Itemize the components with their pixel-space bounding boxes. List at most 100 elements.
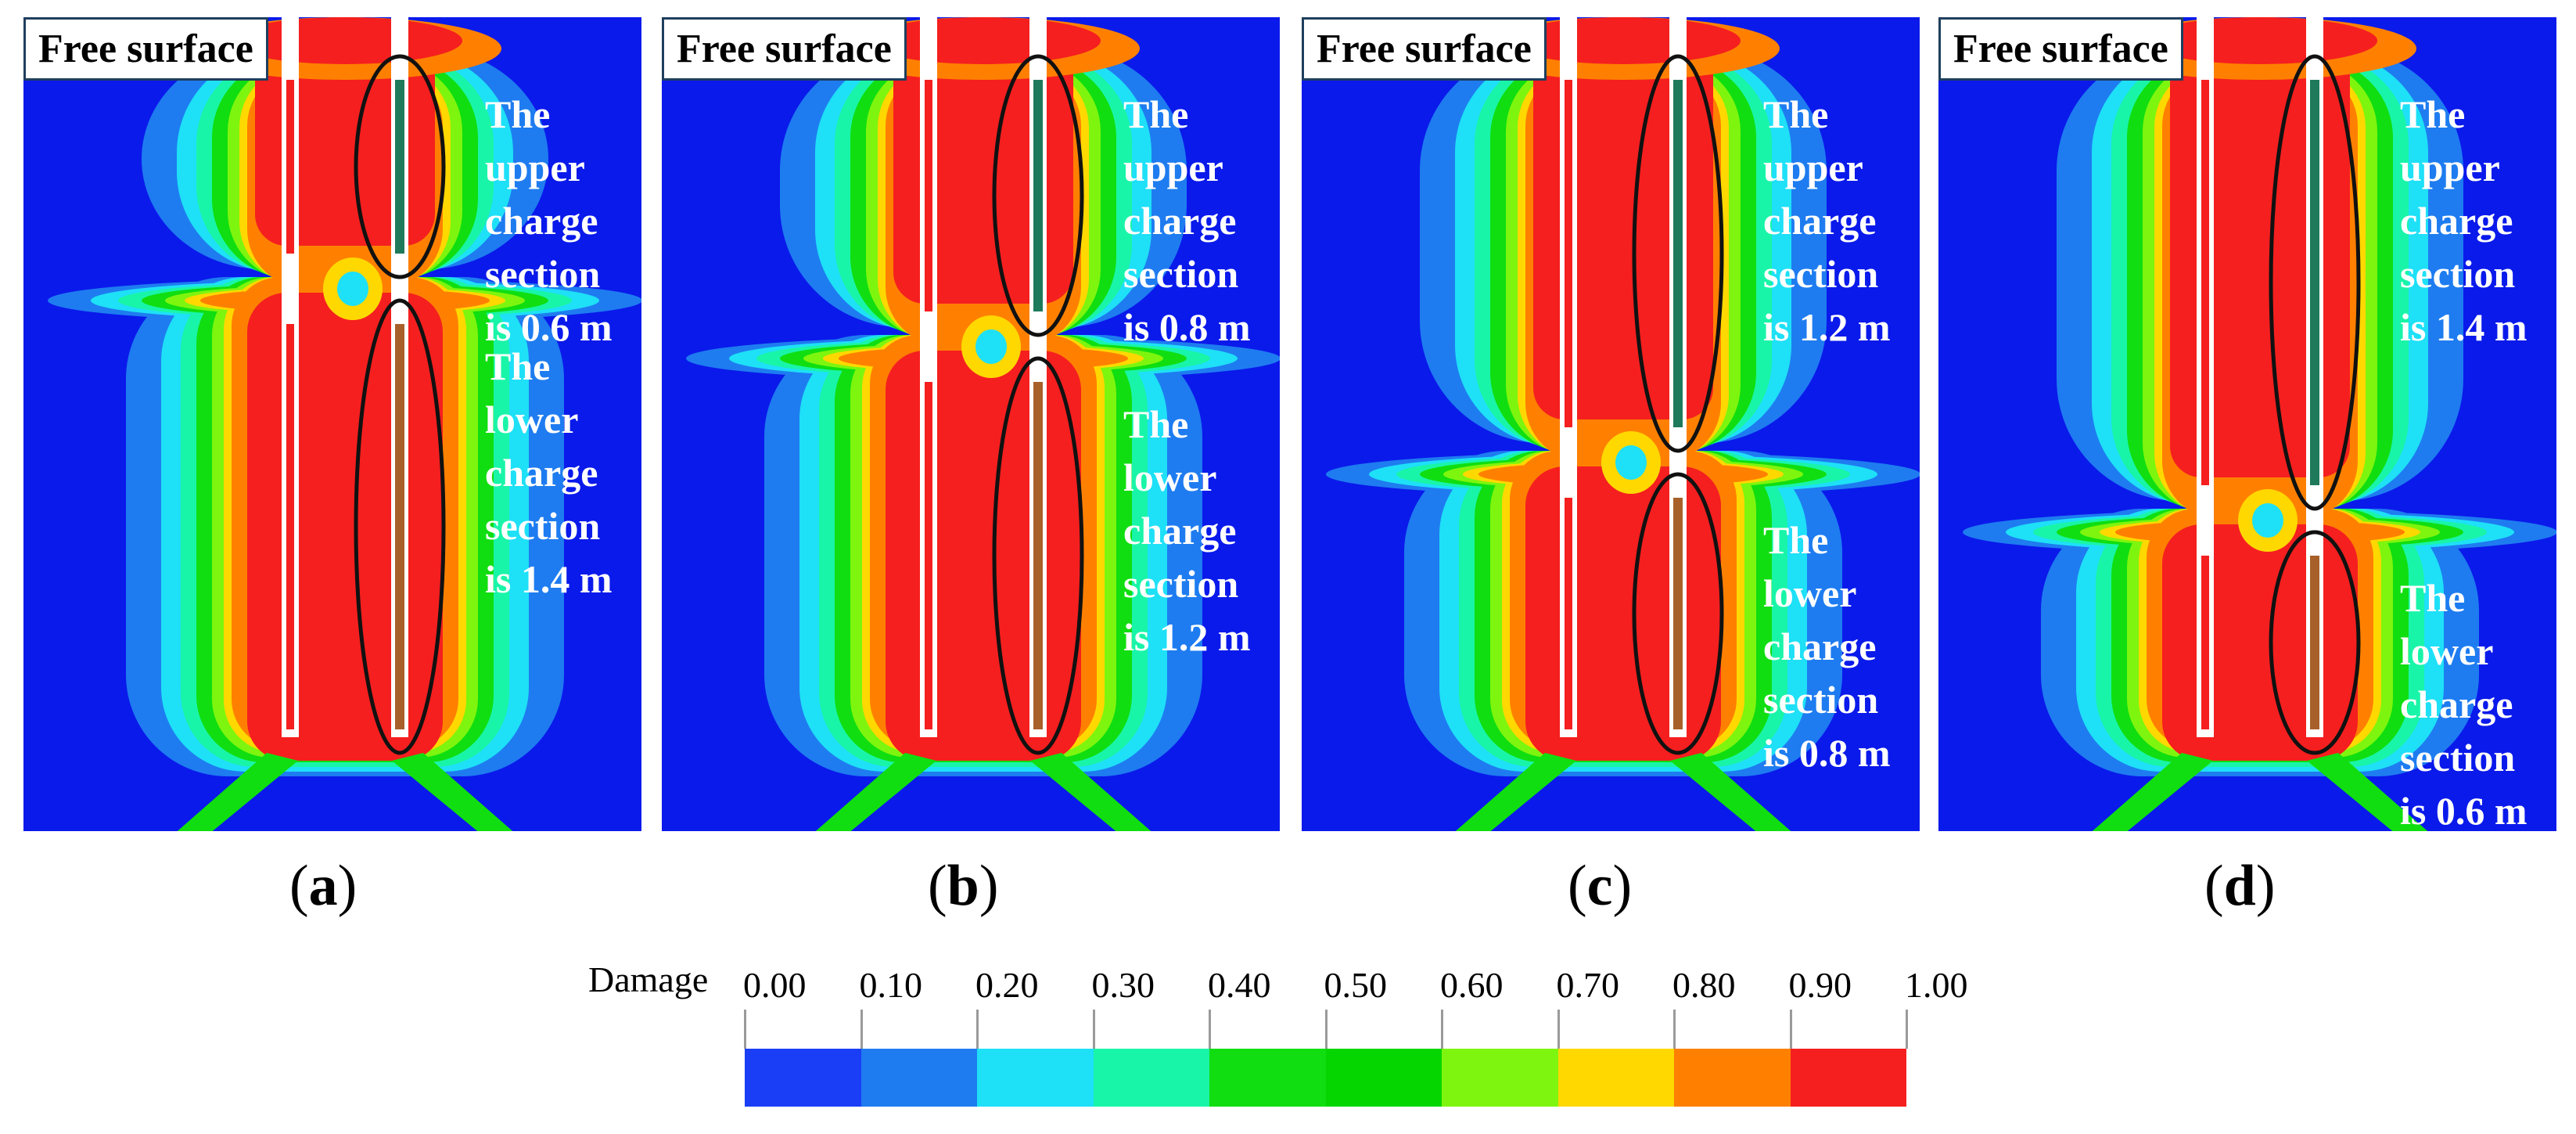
annotation-line: charge bbox=[1123, 509, 1237, 553]
annotation-line: The bbox=[1123, 402, 1189, 446]
legend-tick-label: 0.90 bbox=[1788, 965, 1852, 1005]
annotation-line: charge bbox=[1763, 625, 1877, 668]
annotation-line: The bbox=[1763, 92, 1829, 136]
legend-tick-label: 0.70 bbox=[1556, 965, 1620, 1005]
legend-swatch bbox=[1674, 1049, 1791, 1107]
annotation-line: section bbox=[485, 252, 601, 296]
annotation-line: section bbox=[1763, 252, 1879, 296]
lower-charge-annotation: The lower charge section is 1.4 m bbox=[485, 340, 613, 606]
legend-tick-mark bbox=[1789, 1010, 1792, 1049]
annotation-line: upper bbox=[485, 146, 585, 189]
borehole-left bbox=[2197, 17, 2214, 737]
annotation-line: section bbox=[1123, 252, 1239, 296]
damage-contour bbox=[662, 17, 1280, 831]
legend-swatch bbox=[977, 1049, 1094, 1107]
free-surface-label: Free surface bbox=[23, 17, 268, 81]
upper-charge-annotation: The upper charge section is 1.2 m bbox=[1763, 88, 1891, 354]
legend-tick-label: 0.30 bbox=[1091, 965, 1155, 1005]
annotation-line: charge bbox=[1763, 199, 1877, 243]
borehole-right bbox=[1669, 17, 1687, 737]
upper-charge-ellipse bbox=[1632, 54, 1724, 453]
legend-swatch bbox=[1325, 1049, 1442, 1107]
annotation-line: charge bbox=[485, 199, 598, 243]
legend-swatch bbox=[1442, 1049, 1558, 1107]
borehole-left bbox=[920, 17, 937, 737]
annotation-line: is 0.8 m bbox=[1123, 305, 1251, 349]
lower-charge-ellipse bbox=[2269, 530, 2361, 755]
upper-charge bbox=[1673, 80, 1683, 427]
panel-caption: (c) bbox=[1568, 854, 1633, 918]
annotation-line: The bbox=[1123, 92, 1189, 136]
legend-tick-mark bbox=[1324, 1010, 1328, 1049]
legend-swatch bbox=[1557, 1049, 1674, 1107]
legend-title: Damage bbox=[588, 959, 709, 999]
borehole-right bbox=[2306, 17, 2323, 737]
annotation-line: The bbox=[1763, 518, 1829, 562]
panel-a: Free surface The upper charge section is 0.6 … bbox=[23, 17, 641, 831]
annotation-line: is 0.6 m bbox=[485, 305, 613, 349]
annotation-line: lower bbox=[485, 398, 579, 441]
annotation-line: The bbox=[2400, 576, 2466, 620]
free-surface-label: Free surface bbox=[1938, 17, 2183, 81]
lower-charge bbox=[1033, 382, 1043, 729]
annotation-line: is 1.2 m bbox=[1763, 305, 1891, 349]
upper-charge-ellipse bbox=[354, 54, 446, 279]
annotation-line: upper bbox=[2400, 146, 2500, 189]
lower-charge bbox=[2310, 556, 2319, 729]
annotation-line: charge bbox=[2400, 682, 2513, 726]
lower-charge-ellipse bbox=[354, 298, 446, 755]
legend-tick-mark bbox=[1906, 1010, 1908, 1049]
legend-tick-mark bbox=[1209, 1010, 1211, 1049]
legend-tick-mark bbox=[744, 1010, 746, 1049]
annotation-line: section bbox=[2400, 736, 2516, 779]
damage-tails bbox=[1455, 753, 1791, 831]
borehole-right bbox=[1029, 17, 1047, 737]
legend-tick-label: 0.80 bbox=[1672, 965, 1736, 1005]
borehole-left bbox=[1560, 17, 1577, 737]
free-surface-label: Free surface bbox=[1302, 17, 1547, 81]
legend-tick-mark bbox=[860, 1010, 863, 1049]
legend-tick-mark bbox=[1092, 1010, 1095, 1049]
upper-charge bbox=[2310, 80, 2319, 485]
upper-charge-ellipse bbox=[992, 54, 1084, 337]
legend-swatch bbox=[745, 1049, 861, 1107]
panel-caption: (d) bbox=[2204, 854, 2276, 918]
legend-tick-label: 1.00 bbox=[1905, 965, 1968, 1005]
legend-tick-label: 0.50 bbox=[1324, 965, 1388, 1005]
annotation-line: lower bbox=[1763, 571, 1857, 615]
annotation-line: is 1.4 m bbox=[485, 557, 613, 601]
annotation-line: is 0.6 m bbox=[2400, 789, 2527, 833]
damage-tails bbox=[177, 753, 513, 831]
panel-d: Free surface The upper charge section is 1.4 … bbox=[1938, 17, 2556, 833]
legend-swatch bbox=[860, 1049, 977, 1107]
legend-swatch bbox=[1209, 1049, 1326, 1107]
annotation-line: is 1.4 m bbox=[2400, 305, 2527, 349]
legend-swatch bbox=[1790, 1049, 1906, 1107]
legend-tick-mark bbox=[1673, 1010, 1676, 1049]
upper-charge-annotation: The upper charge section is 0.6 m bbox=[485, 88, 613, 354]
panel-caption: (a) bbox=[289, 854, 357, 918]
legend-swatch bbox=[1093, 1049, 1209, 1107]
legend-tick-mark bbox=[1557, 1010, 1560, 1049]
annotation-line: lower bbox=[2400, 629, 2494, 673]
annotation-line: charge bbox=[485, 451, 598, 495]
lower-charge bbox=[395, 324, 404, 729]
damage-contour bbox=[1938, 17, 2556, 831]
lower-charge-ellipse bbox=[992, 356, 1084, 755]
annotation-line: section bbox=[2400, 252, 2516, 296]
upper-charge-ellipse bbox=[2269, 54, 2361, 511]
upper-charge-annotation: The upper charge section is 0.8 m bbox=[1123, 88, 1251, 354]
lower-charge-ellipse bbox=[1632, 472, 1724, 755]
legend-tick-label: 0.10 bbox=[859, 965, 923, 1005]
panel-caption: (b) bbox=[928, 854, 999, 918]
damage-tails bbox=[815, 753, 1151, 831]
annotation-line: section bbox=[485, 504, 601, 548]
panel-c: Free surface The upper charge section is 1.2 … bbox=[1302, 17, 1920, 831]
upper-charge bbox=[395, 80, 404, 254]
annotation-line: charge bbox=[2400, 199, 2513, 243]
annotation-line: is 0.8 m bbox=[1763, 731, 1891, 775]
legend-tick-label: 0.60 bbox=[1440, 965, 1504, 1005]
legend-tick-label: 0.00 bbox=[743, 965, 807, 1005]
annotation-line: is 1.2 m bbox=[1123, 615, 1251, 659]
annotation-line: The bbox=[2400, 92, 2466, 136]
